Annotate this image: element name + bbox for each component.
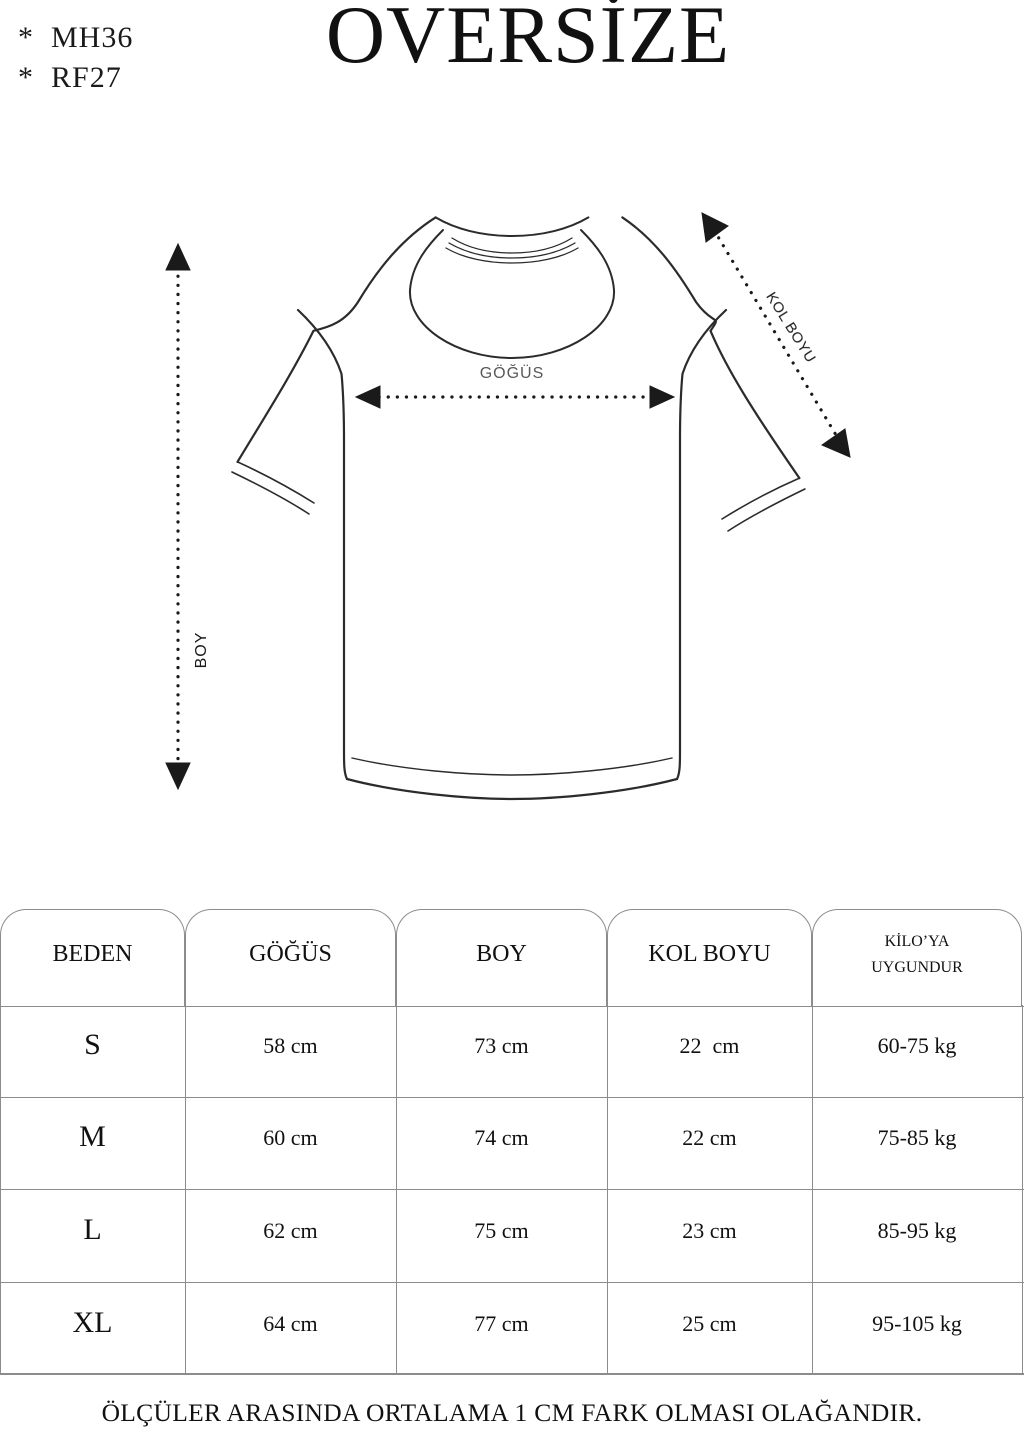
svg-text:KOL BOYU: KOL BOYU (762, 289, 819, 366)
svg-text:GÖĞÜS: GÖĞÜS (480, 363, 545, 382)
svg-text:BOY: BOY (193, 632, 210, 669)
